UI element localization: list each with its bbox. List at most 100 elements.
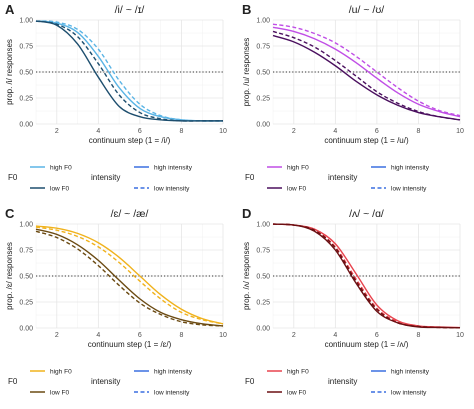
- series-line-low-f0-low-intensity: [35, 230, 224, 327]
- x-tick-label: 2: [55, 128, 59, 135]
- legend-title-f0: F0: [8, 173, 18, 182]
- legend-label-high-intensity: high intensity: [154, 369, 193, 376]
- legend-label-low-intensity: low intensity: [154, 390, 190, 397]
- x-tick-label: 2: [292, 128, 296, 135]
- y-tick-label: 0.00: [256, 325, 270, 332]
- y-axis-label: prop. /ʌ/ responses: [242, 242, 251, 310]
- x-tick-label: 6: [138, 128, 142, 135]
- legend-title-f0: F0: [8, 377, 18, 386]
- y-tick-label: 0.75: [256, 43, 270, 50]
- series-line-low-f0-high-intensity: [272, 223, 461, 329]
- legend-title-intensity: intensity: [91, 173, 120, 182]
- series-line-high-f0-high-intensity: [272, 223, 461, 329]
- series-line-high-f0-low-intensity: [272, 223, 461, 329]
- x-tick-label: 2: [55, 332, 59, 339]
- panel-title: /ʌ/ ~ /ɑ/: [349, 208, 384, 220]
- y-axis-label: prop. /u/ responses: [242, 38, 251, 106]
- x-tick-label: 10: [219, 332, 227, 339]
- series-line-high-f0-high-intensity: [272, 26, 461, 118]
- x-axis-label: continuum step (1 = /ɛ/): [88, 340, 172, 349]
- legend: F0 high F0 low F0 intensity high intensity lo…: [245, 369, 430, 397]
- y-tick-label: 0.25: [256, 299, 270, 306]
- legend-label-high-f0: high F0: [287, 369, 309, 376]
- series-line-high-f0-low-intensity: [35, 226, 224, 325]
- panel-b: 2 4 6 8 10 0.00 0.25 0.50 0.75 1.00 continuum step…: [242, 2, 464, 193]
- legend-title-intensity: intensity: [91, 377, 120, 386]
- legend-label-low-f0: low F0: [50, 186, 70, 193]
- legend: F0 high F0 low F0 intensity high intensity lo…: [245, 165, 430, 193]
- x-axis-label: continuum step (1 = /u/): [324, 136, 409, 145]
- x-tick-label: 4: [96, 128, 100, 135]
- legend-label-low-f0: low F0: [50, 390, 70, 397]
- panel-c: 2 4 6 8 10 0.00 0.25 0.50 0.75 1.00 continuum step…: [5, 206, 227, 397]
- y-tick-label: 0.50: [256, 273, 270, 280]
- y-tick-label: 0.25: [19, 95, 33, 102]
- panel-a: 2 4 6 8 10 0.00 0.25 0.50 0.75 1.00 continuum step…: [5, 2, 227, 193]
- legend-label-low-intensity: low intensity: [391, 186, 427, 193]
- x-tick-label: 4: [333, 128, 337, 135]
- series-line-low-f0-high-intensity: [272, 34, 461, 121]
- grid: [272, 223, 461, 329]
- x-tick-label: 8: [416, 128, 420, 135]
- x-tick-label: 6: [375, 128, 379, 135]
- panel-title: /u/ ~ /ʊ/: [349, 4, 385, 16]
- y-tick-label: 0.00: [19, 325, 33, 332]
- legend-title-f0: F0: [245, 173, 255, 182]
- legend-label-high-intensity: high intensity: [391, 165, 430, 172]
- series-line-low-f0-low-intensity: [35, 20, 223, 122]
- x-axis-label: continuum step (1 = /ʌ/): [325, 340, 409, 349]
- y-tick-label: 0.25: [256, 95, 270, 102]
- panel-title: /ɛ/ ~ /æ/: [111, 208, 149, 220]
- x-tick-label: 4: [96, 332, 100, 339]
- legend-label-high-f0: high F0: [50, 369, 72, 376]
- legend-label-high-f0: high F0: [50, 165, 72, 172]
- y-tick-label: 0.50: [19, 69, 33, 76]
- x-tick-label: 10: [219, 128, 227, 135]
- x-tick-label: 6: [375, 332, 379, 339]
- panel-letter: A: [5, 2, 15, 17]
- panel-letter: C: [5, 206, 15, 221]
- x-tick-label: 4: [333, 332, 337, 339]
- legend: F0 high F0 low F0 intensity high intensity lo…: [8, 165, 193, 193]
- legend-label-low-f0: low F0: [287, 186, 307, 193]
- panel-letter: D: [242, 206, 251, 221]
- y-tick-label: 0.00: [256, 121, 270, 128]
- y-tick-label: 0.75: [19, 247, 33, 254]
- y-tick-label: 0.75: [19, 43, 33, 50]
- x-tick-label: 10: [456, 332, 464, 339]
- y-tick-label: 1.00: [256, 17, 270, 24]
- x-tick-label: 10: [456, 128, 464, 135]
- x-tick-label: 2: [292, 332, 296, 339]
- series-line-low-f0-low-intensity: [272, 30, 461, 121]
- grid: [35, 223, 224, 329]
- legend-title-f0: F0: [245, 377, 255, 386]
- y-tick-label: 1.00: [256, 221, 270, 228]
- legend-label-high-f0: high F0: [287, 165, 309, 172]
- series-line-low-f0-high-intensity: [35, 228, 224, 327]
- panel-letter: B: [242, 2, 251, 17]
- y-tick-label: 0.50: [256, 69, 270, 76]
- legend-label-high-intensity: high intensity: [391, 369, 430, 376]
- x-tick-label: 6: [138, 332, 142, 339]
- x-axis-label: continuum step (1 = /i/): [89, 136, 171, 145]
- panel-d: 2 4 6 8 10 0.00 0.25 0.50 0.75 1.00 continuum step…: [242, 206, 464, 397]
- panel-title: /i/ ~ /ɪ/: [115, 4, 145, 16]
- legend-title-intensity: intensity: [328, 377, 357, 386]
- y-tick-label: 1.00: [19, 17, 33, 24]
- legend-label-high-intensity: high intensity: [154, 165, 193, 172]
- y-tick-label: 0.25: [19, 299, 33, 306]
- legend-label-low-intensity: low intensity: [391, 390, 427, 397]
- y-axis-label: prop. /i/ responses: [5, 39, 14, 105]
- x-tick-label: 8: [179, 332, 183, 339]
- y-tick-label: 0.50: [19, 273, 33, 280]
- series-line-high-f0-high-intensity: [35, 225, 224, 325]
- series-line-high-f0-low-intensity: [272, 23, 461, 117]
- y-axis-label: prop. /ɛ/ responses: [5, 242, 14, 310]
- legend-label-low-intensity: low intensity: [154, 186, 190, 193]
- legend: F0 high F0 low F0 intensity high intensity lo…: [8, 369, 193, 397]
- x-tick-label: 8: [179, 128, 183, 135]
- x-tick-label: 8: [416, 332, 420, 339]
- legend-title-intensity: intensity: [328, 173, 357, 182]
- y-tick-label: 0.00: [19, 121, 33, 128]
